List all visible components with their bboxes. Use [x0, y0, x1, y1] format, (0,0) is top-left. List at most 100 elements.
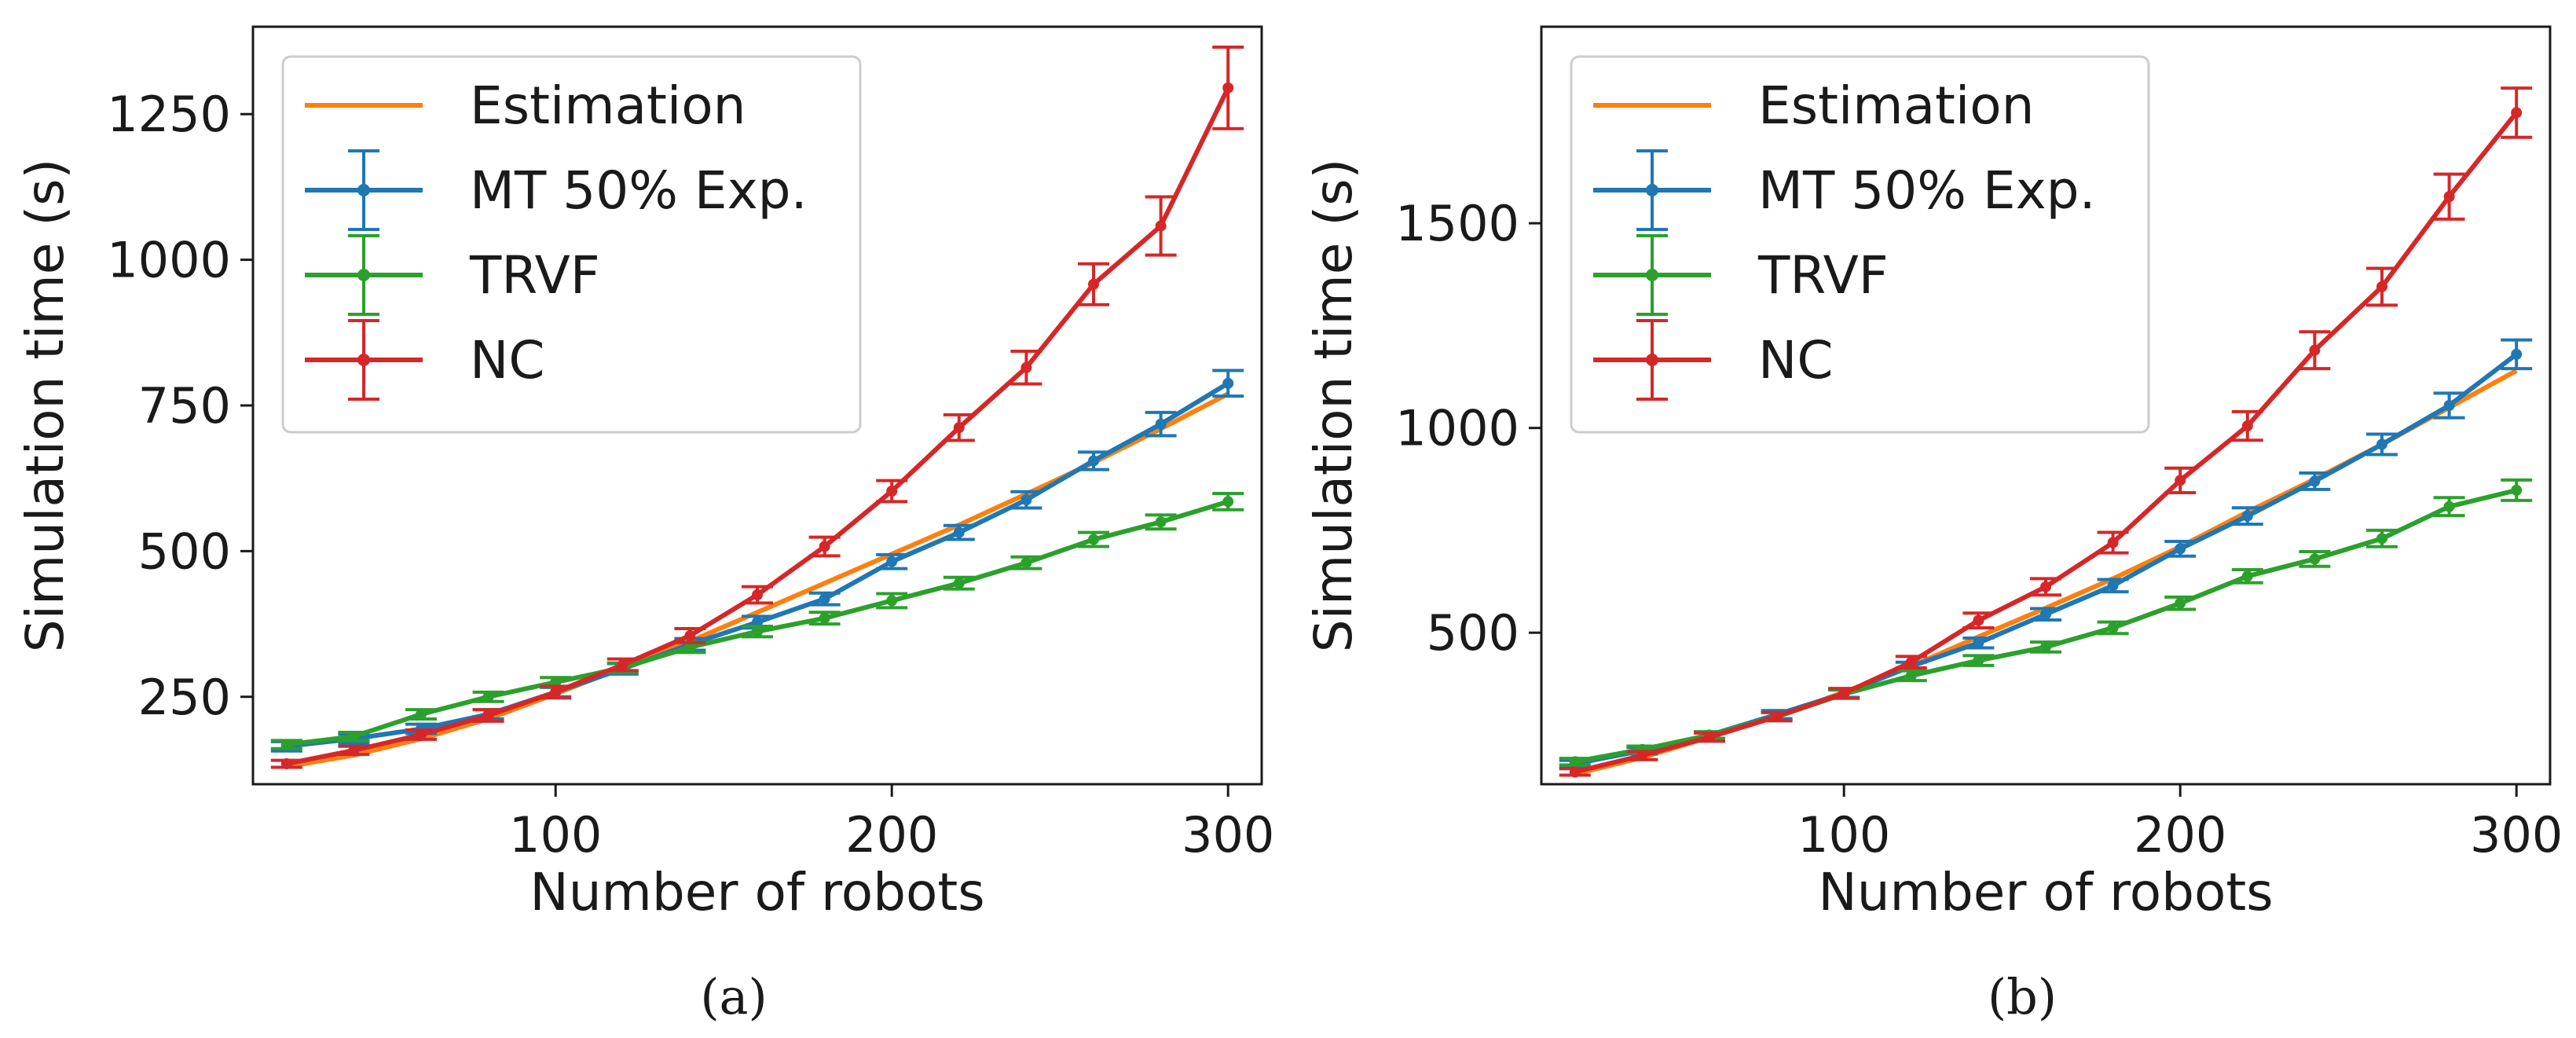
y-tick-label: 1500 [1395, 195, 1519, 252]
data-point [416, 709, 427, 721]
data-point [2309, 475, 2321, 487]
series-line [286, 381, 1229, 749]
data-point [2511, 107, 2523, 119]
data-point [280, 739, 292, 750]
data-point [2040, 641, 2051, 653]
data-point [2175, 475, 2186, 486]
data-point [1569, 756, 1581, 768]
legend: Estimation MT 50% Exp. TRVF NC [281, 55, 862, 434]
legend-item: Estimation [305, 75, 746, 136]
data-point [1838, 688, 1850, 699]
legend-label: MT 50% Exp. [1758, 160, 2096, 221]
y-tick-label: 1000 [1395, 400, 1519, 457]
y-tick-label: 1000 [107, 232, 231, 289]
data-point [550, 686, 562, 698]
x-tick-label: 200 [845, 806, 938, 864]
legend-label: TRVF [1757, 245, 1889, 306]
data-point [1222, 82, 1234, 94]
data-point [280, 758, 292, 770]
data-point [1222, 377, 1234, 389]
data-point [1636, 750, 1648, 761]
data-point [2040, 581, 2051, 592]
data-point [1771, 711, 1783, 723]
legend-label: TRVF [469, 245, 600, 306]
data-point [1569, 766, 1581, 778]
legend-marker [357, 269, 370, 281]
data-point [752, 589, 763, 600]
data-point [2376, 438, 2387, 450]
series-nc [1559, 86, 2533, 778]
x-tick-label: 100 [1797, 806, 1890, 864]
data-point [348, 744, 360, 756]
data-point [2511, 484, 2523, 496]
data-point [482, 710, 494, 721]
legend-marker [357, 354, 370, 366]
data-point [2175, 597, 2186, 609]
data-point [348, 731, 360, 743]
data-point [953, 526, 965, 538]
data-point [819, 593, 830, 605]
data-point [953, 422, 965, 434]
data-point [819, 612, 830, 624]
legend-marker [1646, 354, 1658, 366]
data-point [1088, 455, 1099, 467]
series-trvf [1559, 478, 2533, 768]
data-point [2376, 533, 2387, 545]
x-tick-label: 300 [1182, 806, 1274, 864]
data-point [2443, 191, 2455, 203]
data-point [2107, 537, 2119, 548]
data-point [482, 691, 494, 702]
legend-label: NC [470, 330, 544, 391]
data-point [684, 641, 696, 653]
y-tick-label: 500 [138, 523, 231, 580]
x-tick-label: 300 [2470, 806, 2563, 864]
data-point [2511, 348, 2523, 360]
data-point [886, 486, 898, 497]
data-point [2241, 420, 2253, 432]
data-point [1973, 614, 1984, 626]
data-point [684, 629, 696, 641]
x-tick-label: 200 [2134, 806, 2226, 864]
data-point [2241, 510, 2253, 522]
chart-panel-b: 100 200 300 500 1000 1500 Number of robots Simu… [1288, 0, 2576, 1038]
y-tick-label: 1250 [107, 86, 231, 143]
data-point [819, 541, 830, 552]
legend-item: NC [305, 319, 544, 401]
data-point [2175, 543, 2186, 555]
panel-label: (a) [700, 968, 767, 1025]
y-tick-label: 750 [138, 377, 231, 435]
legend-marker [1646, 269, 1658, 281]
legend-item: MT 50% Exp. [1593, 149, 2096, 231]
data-point [1088, 534, 1099, 545]
data-point [2376, 281, 2387, 292]
legend-marker [1646, 184, 1658, 196]
data-point [1021, 361, 1032, 373]
data-point [1088, 278, 1099, 290]
data-point [1155, 516, 1167, 528]
data-point [2107, 580, 2119, 592]
data-point [1021, 557, 1032, 569]
chart-panel-a: 100 200 300 250 500 750 1000 1250 Number of robo… [15, 25, 1274, 1025]
legend-item: TRVF [305, 234, 600, 316]
legend-item: TRVF [1593, 234, 1889, 316]
legend-label: MT 50% Exp. [470, 160, 808, 221]
data-point [2107, 622, 2119, 633]
y-axis-label: Simulation time (s) [15, 159, 75, 653]
legend-label: Estimation [470, 75, 746, 136]
series-nc [270, 45, 1244, 770]
data-point [1155, 418, 1167, 430]
legend-label: Estimation [1758, 75, 2034, 136]
y-axis-label: Simulation time (s) [1303, 159, 1364, 653]
data-point [1021, 494, 1032, 506]
x-axis-label: Number of robots [1818, 862, 2273, 922]
plot-frame [1540, 25, 2552, 786]
legend-box [1570, 55, 2150, 434]
data-point [1905, 669, 1917, 681]
y-tick-label: 500 [1427, 604, 1519, 662]
chart-b: 100 200 300 500 1000 1500 Number of robots Simu… [1303, 25, 2563, 1025]
plot-frame [251, 25, 1263, 786]
data-point [1222, 496, 1234, 508]
data-point [953, 578, 965, 589]
data-point [886, 595, 898, 607]
data-point [1905, 656, 1917, 668]
